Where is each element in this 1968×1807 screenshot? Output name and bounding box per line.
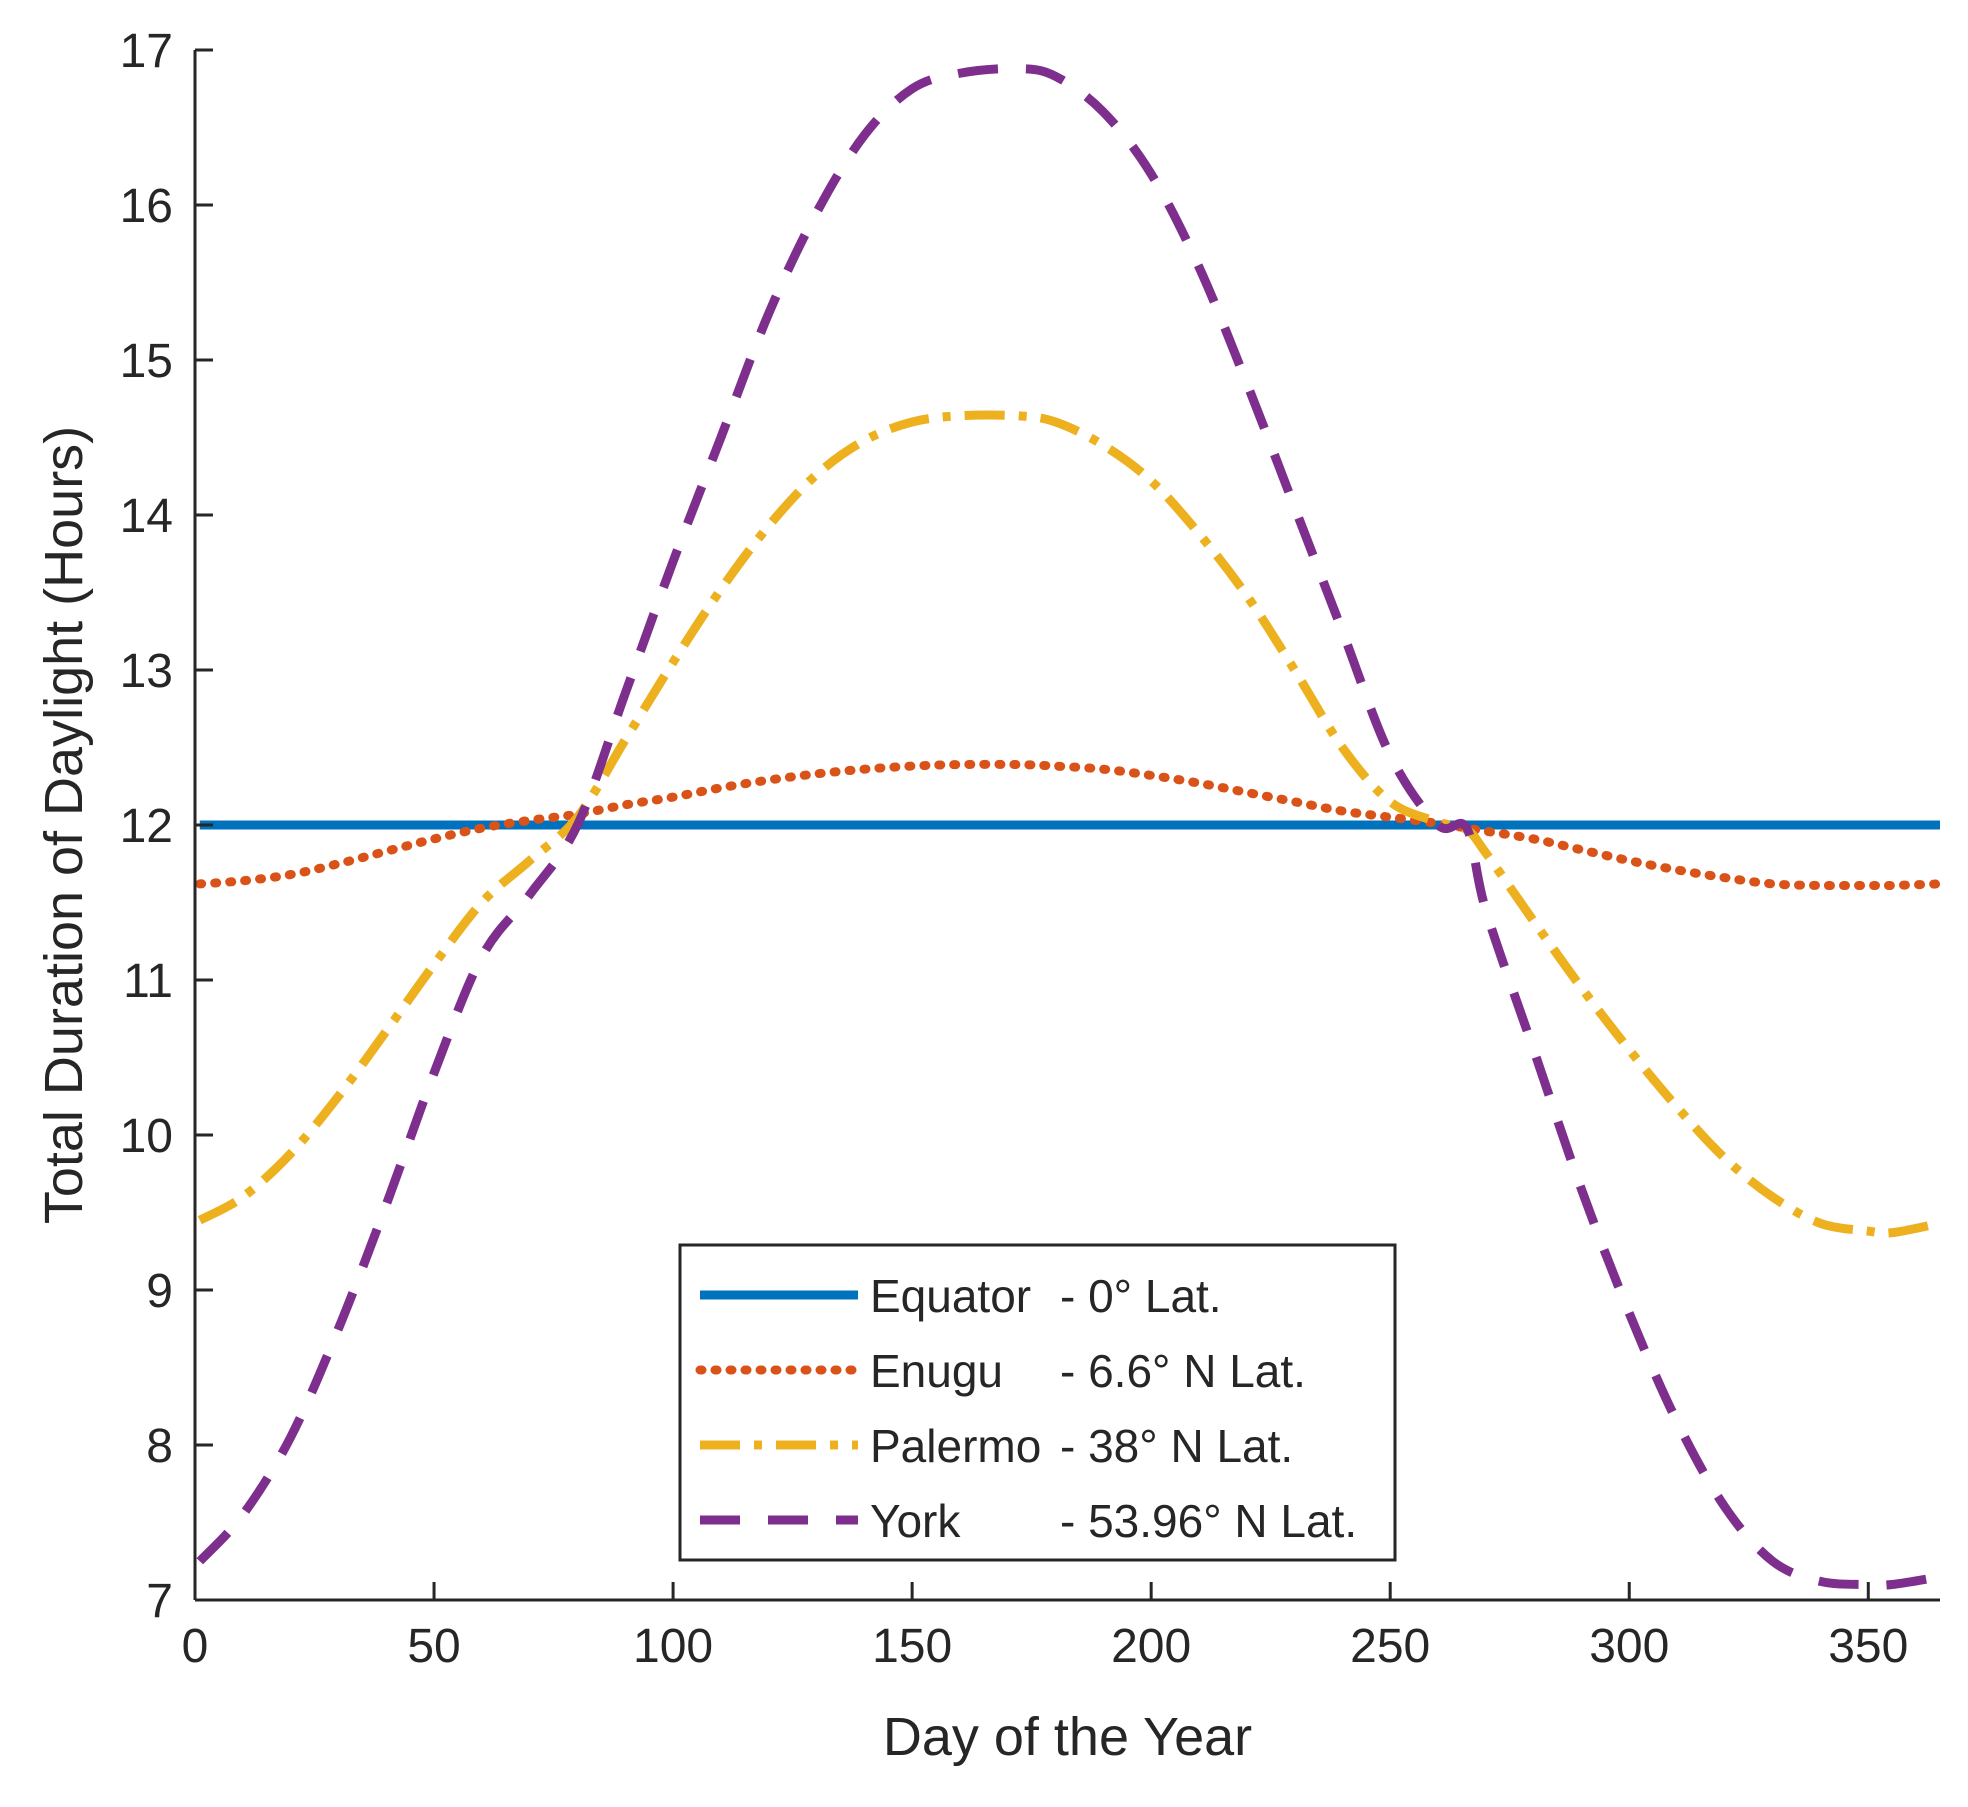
- x-tick-label: 100: [633, 1620, 713, 1673]
- tick-labels: 0 50 100 150 200 250 300 350 7 8 9 10 11 12 13 14 15 16 17: [120, 25, 1909, 1673]
- x-tick-label: 300: [1589, 1620, 1669, 1673]
- y-tick-label: 8: [146, 1420, 173, 1473]
- axes: [193, 48, 1940, 1602]
- series-line-palermo: [197, 410, 1941, 1238]
- y-axis-title: Total Duration of Daylight (Hours): [34, 426, 94, 1224]
- series-line-enugu: [195, 759, 1945, 891]
- legend-latitude-enugu: - 6.6° N Lat.: [1060, 1345, 1306, 1397]
- legend-latitude-york: - 53.96° N Lat.: [1060, 1495, 1357, 1547]
- legend-name-york: York: [870, 1495, 961, 1547]
- y-tick-label: 13: [120, 645, 173, 698]
- x-tick-label: 50: [407, 1620, 460, 1673]
- series-layer: [195, 64, 1945, 1590]
- y-tick-label: 7: [146, 1575, 173, 1628]
- x-tick-label: 200: [1111, 1620, 1191, 1673]
- x-tick-label: 150: [872, 1620, 952, 1673]
- series-line-york: [196, 64, 1941, 1590]
- x-tick-label: 250: [1350, 1620, 1430, 1673]
- x-axis-title: Day of the Year: [883, 1707, 1252, 1767]
- legend-name-enugu: Enugu: [870, 1345, 1003, 1397]
- y-tick-label: 10: [120, 1110, 173, 1163]
- legend-latitude-palermo: - 38° N Lat.: [1060, 1420, 1293, 1472]
- x-tick-label: 350: [1828, 1620, 1908, 1673]
- y-tick-label: 17: [120, 25, 173, 78]
- y-tick-label: 12: [120, 800, 173, 853]
- legend-name-equator: Equator: [870, 1270, 1031, 1322]
- legend-name-palermo: Palermo: [870, 1420, 1041, 1472]
- y-tick-label: 15: [120, 335, 173, 388]
- legend: Equator - 0° Lat. Enugu - 6.6° N Lat. Palerm…: [678, 1243, 1397, 1562]
- y-tick-label: 9: [146, 1265, 173, 1318]
- x-tick-label: 0: [182, 1620, 209, 1673]
- legend-latitude-equator: - 0° Lat.: [1060, 1270, 1222, 1322]
- y-tick-label: 11: [123, 955, 173, 1008]
- y-tick-label: 16: [120, 180, 173, 233]
- y-tick-label: 14: [120, 490, 173, 543]
